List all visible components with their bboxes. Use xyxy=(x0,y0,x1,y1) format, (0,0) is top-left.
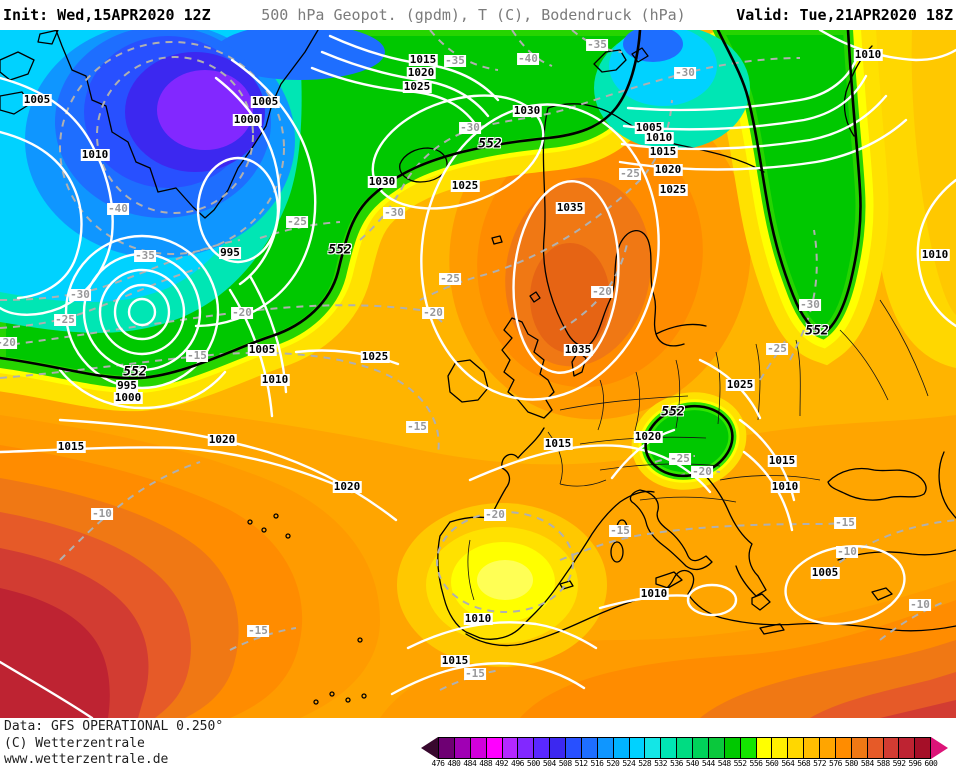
colorbar-cell xyxy=(470,738,487,758)
colorbar-tick-label: 484 xyxy=(463,759,477,768)
product-title: 500 hPa Geopot. (gpdm), T (C), Bodendruc… xyxy=(261,6,686,24)
credits: Data: GFS OPERATIONAL 0.250° (C) Wetterz… xyxy=(4,719,223,768)
geopotential-colorbar: 476 480 484 488 492 496 500 504 508 512 516 520 524 5… xyxy=(421,737,951,768)
colorbar-cell xyxy=(629,738,646,758)
colorbar-tick-label: 572 xyxy=(813,759,827,768)
colorbar-cell xyxy=(867,738,884,758)
copyright: (C) Wetterzentrale xyxy=(4,735,145,751)
colorbar-tick-label: 560 xyxy=(765,759,779,768)
colorbar-tick-label: 584 xyxy=(860,759,874,768)
colorbar-tick-label: 508 xyxy=(558,759,572,768)
colorbar-cell xyxy=(550,738,566,758)
footer-bar: Data: GFS OPERATIONAL 0.250° (C) Wetterz… xyxy=(0,718,956,768)
colorbar-cell xyxy=(724,738,741,758)
colorbar-cell xyxy=(804,738,820,758)
colorbar-cells xyxy=(438,737,931,759)
colorbar-cell xyxy=(613,738,630,758)
colorbar-tick-label: 496 xyxy=(511,759,524,768)
colorbar-tick-label: 544 xyxy=(701,759,715,768)
colorbar-tick-label: 492 xyxy=(495,759,509,768)
colorbar-cell xyxy=(439,738,455,758)
colorbar-tick-label: 568 xyxy=(797,759,811,768)
colorbar-cell xyxy=(883,738,900,758)
colorbar-cell xyxy=(915,738,931,758)
colorbar-cell xyxy=(677,738,693,758)
colorbar-cell xyxy=(597,738,614,758)
colorbar-cell xyxy=(899,738,916,758)
colorbar-cell xyxy=(772,738,789,758)
colorbar-cell xyxy=(581,738,598,758)
colorbar-tick-label: 588 xyxy=(876,759,890,768)
colorbar-cell xyxy=(820,738,836,758)
colorbar-tick-label: 564 xyxy=(781,759,795,768)
colorbar-cell xyxy=(756,738,773,758)
colorbar-tick-label: 540 xyxy=(685,759,699,768)
colorbar-arrow-left xyxy=(421,737,438,759)
colorbar-cell xyxy=(486,738,503,758)
colorbar-cell xyxy=(645,738,662,758)
colorbar-tick-label: 524 xyxy=(622,759,636,768)
colorbar-tick-label: 512 xyxy=(574,759,588,768)
colorbar-tick-label: 548 xyxy=(717,759,731,768)
colorbar-cell xyxy=(454,738,471,758)
colorbar-cell xyxy=(534,738,551,758)
colorbar-tick-label: 576 xyxy=(829,759,842,768)
colorbar-ticks: 476 480 484 488 492 496 500 504 508 512 516 520 524 5… xyxy=(421,759,951,768)
colorbar-tick-label: 504 xyxy=(542,759,556,768)
colorbar-tick-label: 516 xyxy=(590,759,604,768)
colorbar-cell xyxy=(693,738,709,758)
colorbar-tick-label: 528 xyxy=(638,759,652,768)
colorbar-tick-label: 556 xyxy=(749,759,763,768)
valid-datetime: Valid: Tue,21APR2020 18Z xyxy=(736,6,953,24)
colorbar-tick-label: 592 xyxy=(892,759,906,768)
colorbar-tick-label: 488 xyxy=(479,759,493,768)
colorbar-cell xyxy=(502,738,519,758)
colorbar-arrow-right xyxy=(931,737,948,759)
colorbar-cell xyxy=(835,738,852,758)
colorbar-tick-label: 500 xyxy=(526,759,540,768)
website-url: www.wetterzentrale.de xyxy=(4,752,169,767)
colorbar-tick-label: 596 xyxy=(908,759,922,768)
colorbar-cell xyxy=(566,738,582,758)
data-source: Data: GFS OPERATIONAL 0.250° xyxy=(4,719,224,734)
colorbar-tick-label: 532 xyxy=(654,759,668,768)
colorbar-cell xyxy=(851,738,868,758)
colorbar-cell xyxy=(661,738,678,758)
colorbar-tick-label: 600 xyxy=(924,759,938,768)
init-datetime: Init: Wed,15APR2020 12Z xyxy=(3,6,211,24)
colorbar-tick-label: 476 xyxy=(431,759,445,768)
colorbar-cell xyxy=(518,738,535,758)
colorbar-tick-label: 580 xyxy=(844,759,858,768)
colorbar-cell xyxy=(788,738,805,758)
title-bar: Init: Wed,15APR2020 12Z 500 hPa Geopot. … xyxy=(0,0,956,30)
colorbar-cell xyxy=(708,738,725,758)
colorbar-cell xyxy=(740,738,757,758)
colorbar-tick-label: 536 xyxy=(670,759,683,768)
colorbar-tick-label: 552 xyxy=(733,759,747,768)
colorbar-tick-label: 520 xyxy=(606,759,620,768)
colorbar-tick-label: 480 xyxy=(447,759,461,768)
